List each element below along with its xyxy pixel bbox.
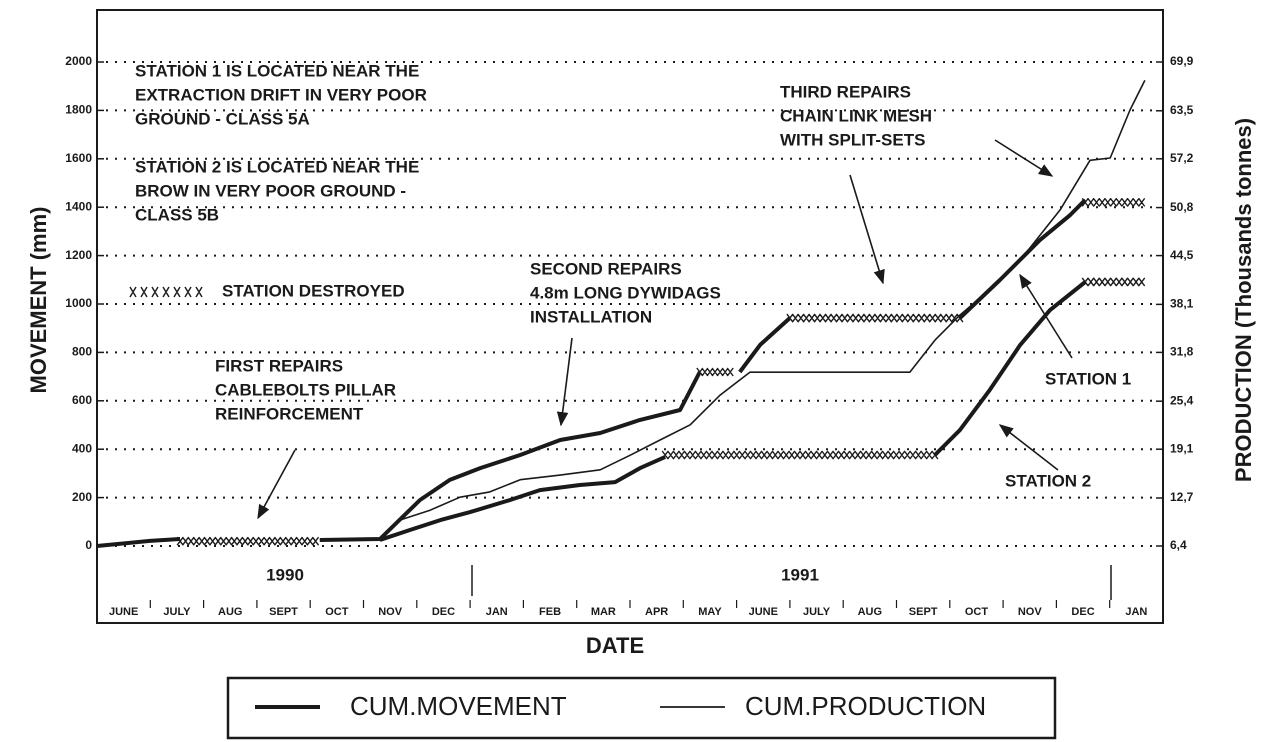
y2-tick-label: 19,1: [1170, 441, 1194, 455]
y2-tick-label: 50,8: [1170, 200, 1194, 214]
legend-label: CUM.PRODUCTION: [745, 691, 986, 721]
x-tick-label: DEC: [432, 606, 455, 618]
x-axis-label: DATE: [586, 633, 644, 658]
x-tick-label: FEB: [539, 606, 561, 618]
y-axis-label: MOVEMENT (mm): [26, 207, 51, 394]
y2-tick-label: 31,8: [1170, 345, 1194, 359]
legend-label: CUM.MOVEMENT: [350, 691, 567, 721]
annotation: GROUND - CLASS 5A: [135, 109, 310, 128]
y-tick-label: 200: [72, 490, 92, 504]
x-tick-label: JULY: [803, 606, 831, 618]
x-tick-label: JAN: [486, 606, 508, 618]
y2-tick-label: 69,9: [1170, 54, 1194, 68]
x-tick-label: OCT: [325, 606, 349, 618]
plot-frame: [96, 9, 1164, 624]
annotation: CHAIN LINK MESH: [780, 106, 932, 125]
destroyed-markers: [786, 313, 964, 323]
x-tick-label: MAY: [698, 606, 722, 618]
annotation: STATION 1 IS LOCATED NEAR THE: [135, 61, 419, 80]
x-tick-label: NOV: [1018, 606, 1043, 618]
destroyed-markers: [1081, 277, 1146, 287]
x-tick-label: SEPT: [269, 606, 298, 618]
annotation: STATION 2 IS LOCATED NEAR THE: [135, 157, 419, 176]
x-tick-label: SEPT: [909, 606, 938, 618]
legend-box: [226, 676, 1057, 740]
y-tick-label: 800: [72, 345, 92, 359]
destroyed-markers: [1081, 197, 1146, 207]
x-tick-label: OCT: [965, 606, 989, 618]
destroyed-markers: [661, 450, 939, 460]
y2-tick-label: 12,7: [1170, 490, 1194, 504]
y2-tick-label: 6,4: [1170, 538, 1187, 552]
series-line: [379, 280, 1087, 542]
y2-tick-label: 25,4: [1170, 393, 1194, 407]
arrow: [849, 174, 885, 285]
arrow: [994, 139, 1054, 177]
x-tick-label: AUG: [218, 606, 242, 618]
y-tick-label: 2000: [65, 54, 92, 68]
x-tick-label: DEC: [1071, 606, 1094, 618]
annotation: INSTALLATION: [530, 307, 652, 326]
arrow: [556, 337, 573, 427]
y-tick-label: 1000: [65, 296, 92, 310]
annotation: BROW IN VERY POOR GROUND -: [135, 181, 406, 200]
y-tick-label: 1200: [65, 248, 92, 262]
x-tick-label: NOV: [378, 606, 403, 618]
year-label: 1990: [266, 565, 304, 584]
annotation: CLASS 5B: [135, 205, 219, 224]
x-tick-label: MAR: [591, 606, 616, 618]
series-label: STATION 1: [1045, 369, 1131, 388]
series-line: [319, 79, 1146, 541]
annotation: WITH SPLIT-SETS: [780, 130, 925, 149]
x-tick-label: JULY: [163, 606, 191, 618]
y-tick-label: 1400: [65, 199, 92, 213]
x-tick-label: APR: [645, 606, 668, 618]
destroyed-markers: [176, 536, 320, 546]
annotation: SECOND REPAIRS: [530, 259, 682, 278]
annotation: 4.8m LONG DYWIDAGS: [530, 283, 721, 302]
x-tick-label: JAN: [1125, 606, 1147, 618]
series-label: STATION 2: [1005, 471, 1091, 490]
series-line: [96, 198, 1087, 548]
y2-tick-label: 57,2: [1170, 151, 1194, 165]
destroyed-markers: [696, 367, 734, 377]
y2-axis-label: PRODUCTION (Thousands tonnes): [1231, 118, 1256, 482]
y-tick-label: 1600: [65, 151, 92, 165]
x-tick-label: JUNE: [109, 606, 138, 618]
annotation: REINFORCEMENT: [215, 404, 364, 423]
annotation: THIRD REPAIRS: [780, 82, 911, 101]
year-label: 1991: [781, 565, 819, 584]
y2-tick-label: 63,5: [1170, 103, 1194, 117]
y-tick-label: 600: [72, 393, 92, 407]
x-tick-label: JUNE: [749, 606, 778, 618]
y-tick-label: 0: [85, 538, 92, 552]
arrow: [998, 424, 1059, 471]
y2-tick-label: 38,1: [1170, 297, 1194, 311]
annotation: FIRST REPAIRS: [215, 356, 343, 375]
arrow: [257, 449, 296, 520]
y-tick-label: 1800: [65, 103, 92, 117]
y-tick-label: 400: [72, 441, 92, 455]
destroyed-key-symbol: [129, 286, 203, 298]
y2-tick-label: 44,5: [1170, 248, 1194, 262]
x-tick-label: AUG: [858, 606, 882, 618]
destroyed-key-label: STATION DESTROYED: [222, 281, 405, 300]
annotation: CABLEBOLTS PILLAR: [215, 380, 396, 399]
annotation: EXTRACTION DRIFT IN VERY POOR: [135, 85, 427, 104]
